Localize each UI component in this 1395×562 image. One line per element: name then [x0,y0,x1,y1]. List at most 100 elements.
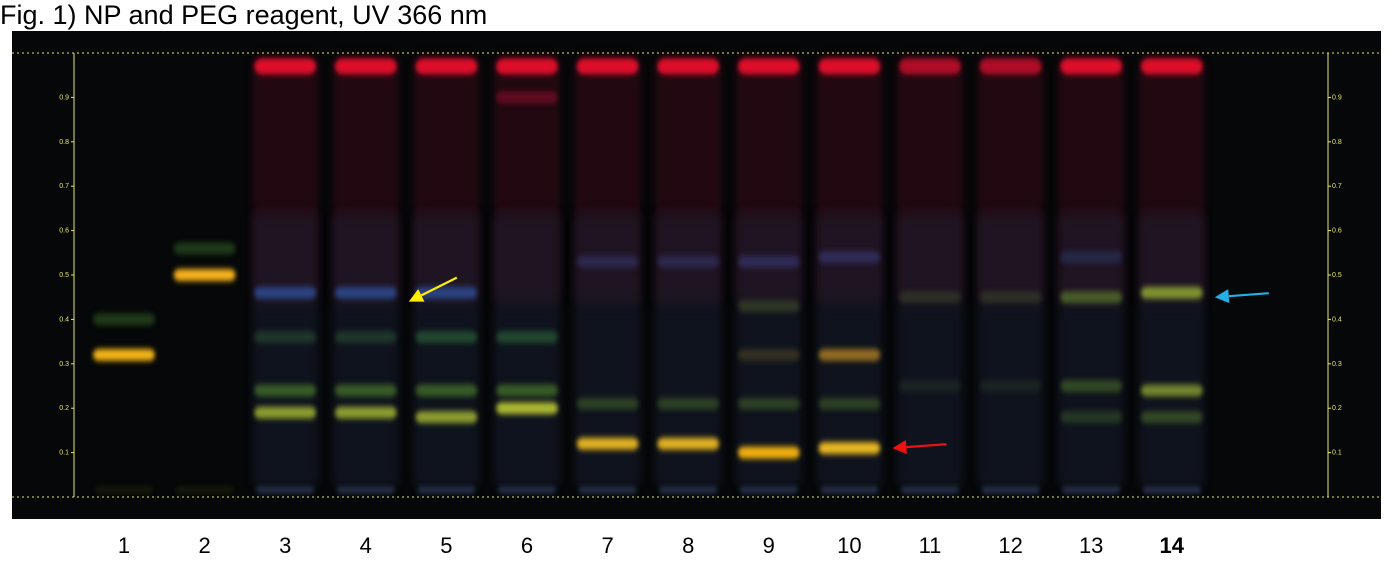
tlc-band [415,331,478,344]
rf-tick-label: 0.5 [1332,272,1342,279]
tlc-band [1060,58,1123,75]
lane-label-2: 2 [198,533,211,558]
tlc-band [173,269,236,281]
lane-label-9: 9 [762,533,775,558]
lane-smear [252,213,319,487]
rf-scale-right: 0.1 0.2 0.3 0.4 0.5 0.6 0.7 0.8 0.9 [1328,94,1342,457]
tlc-band [93,348,155,361]
tlc-band [173,242,236,255]
rf-tick-label: 0.5 [59,272,69,279]
tlc-band [737,397,800,410]
lane-label-7: 7 [601,533,614,558]
tlc-band [737,58,800,75]
tlc-band [254,286,317,299]
annotation-arrow-shaft [420,276,458,297]
lane-label-4: 4 [359,533,372,558]
origin-spot [1142,487,1201,493]
rf-tick-label: 0.3 [1332,361,1342,368]
figure-title: Fig. 1) NP and PEG reagent, UV 366 nm [0,0,488,30]
tlc-band [415,58,478,75]
origin-spot [739,487,798,493]
tlc-band [254,331,317,344]
rf-tick-label: 0.7 [1332,183,1342,190]
lane-label-10: 10 [837,533,862,558]
origin-spot [95,487,153,493]
tlc-band [254,406,317,419]
lane-label-11: 11 [918,533,942,558]
tlc-band [496,331,558,344]
tlc-band [415,384,478,397]
rf-tick-label: 0.9 [1332,94,1342,101]
annotation-arrow-shaft [1228,292,1269,298]
lane-smear [977,213,1044,487]
tlc-band [93,313,155,326]
lane-label-14: 14 [1159,533,1185,558]
annotation-arrow-head [408,289,425,302]
tlc-band [818,397,881,410]
tlc-band [1140,384,1203,397]
rf-tick-label: 0.8 [59,139,69,146]
tlc-band [496,402,558,415]
lane-label-5: 5 [440,533,453,558]
lane-smear [897,213,963,487]
lane-smear [574,213,641,487]
tlc-band [818,251,881,264]
lane-label-6: 6 [520,533,534,558]
tlc-band [737,255,800,268]
tlc-band [1060,380,1123,392]
rf-tick-label: 0.4 [59,316,69,323]
tlc-band [576,397,639,410]
tlc-band [496,58,558,75]
rf-tick-label: 0.6 [1332,228,1342,235]
rf-tick-label: 0.7 [59,183,69,190]
tlc-plate-image: 0.1 0.2 0.3 0.4 0.5 0.6 0.7 0.8 0.9 0.1 0.2 0.3 0.4… [12,31,1381,519]
tlc-band [415,411,478,424]
tlc-band [657,437,720,450]
tlc-band [1140,58,1203,75]
annotation-arrow-shaft [906,443,947,449]
rf-scale-left: 0.1 0.2 0.3 0.4 0.5 0.6 0.7 0.8 0.9 [59,94,74,457]
tlc-band [979,380,1042,392]
rf-tick-label: 0.3 [59,361,69,368]
tlc-band [737,348,800,361]
tlc-band [334,384,397,397]
tlc-band [334,286,397,299]
tlc-band [899,58,961,75]
lane-label-3: 3 [279,533,292,558]
tlc-band [576,437,639,450]
origin-spot [578,487,637,493]
lane-labels: 1 2 3 4 5 6 7 8 9 10 11 12 13 14 [0,530,1395,562]
tlc-band [979,58,1042,75]
band-layer [93,58,1203,459]
origin-spot [336,487,395,493]
tlc-band [1140,286,1203,299]
tlc-band [818,58,881,75]
tlc-band [1140,411,1203,424]
tlc-band [334,58,397,75]
rf-tick-label: 0.9 [59,94,69,101]
origin-spot [981,487,1040,493]
tlc-band [899,291,961,304]
tlc-band [334,406,397,419]
tlc-band [1060,411,1123,424]
rf-tick-label: 0.6 [59,228,69,235]
annotation-arrow-head [1214,289,1230,304]
tlc-band [576,255,639,268]
tlc-band [818,348,881,361]
tlc-band [254,384,317,397]
rf-tick-label: 0.4 [1332,316,1342,323]
lane-label-12: 12 [998,533,1023,558]
lane-label-8: 8 [682,533,695,558]
lane-smear [655,213,722,487]
origin-spot [256,487,315,493]
tlc-band [657,58,720,75]
tlc-band [254,58,317,75]
origin-spot [175,487,234,493]
tlc-band [496,91,558,104]
lane-smear [332,213,399,487]
tlc-band [334,331,397,344]
tlc-band [979,291,1042,304]
tlc-band [899,380,961,392]
origin-spot [820,487,879,493]
arrow-layer [408,276,1269,455]
